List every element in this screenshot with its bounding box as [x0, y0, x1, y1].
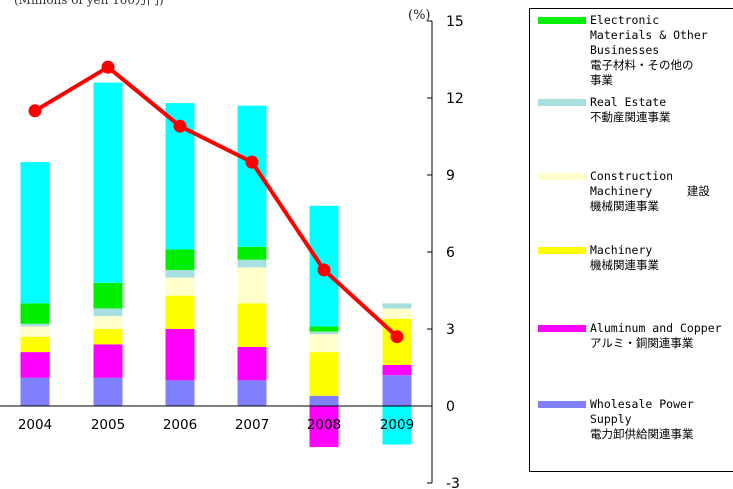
- bar-2005-s4: [93, 308, 123, 317]
- legend-swatch: [538, 401, 586, 408]
- bar-2007-s4: [237, 259, 267, 268]
- bar-2004-s3: [20, 326, 50, 337]
- legend-label: Electronic Materials & Other Businesses …: [590, 13, 708, 87]
- x-tick-label: 2004: [18, 417, 52, 433]
- line-point: [390, 330, 404, 344]
- bar-2005-s1: [93, 344, 123, 378]
- line-series-path: [33, 65, 399, 339]
- bar-2008-s5: [309, 326, 339, 332]
- y-tick-label: 12: [446, 91, 464, 107]
- line-point: [317, 263, 331, 277]
- legend-label: Wholesale Power Supply 電力卸供給関連事業: [590, 397, 694, 441]
- bar-2005-s0: [93, 377, 123, 406]
- x-tick-label: 2006: [163, 417, 197, 433]
- bar-2007-s1: [237, 346, 267, 381]
- bar-2005-s5: [93, 282, 123, 309]
- legend: Electronic Materials & Other Businesses …: [529, 8, 733, 472]
- bar-2005-s6: [93, 82, 123, 283]
- bar-2009-s3: [382, 308, 412, 319]
- bar-2006-s0: [165, 380, 195, 406]
- bar-2007-s0: [237, 380, 267, 406]
- x-tick-label: 2008: [307, 417, 341, 433]
- line-point: [173, 119, 187, 133]
- bar-2006-s5: [165, 249, 195, 270]
- bar-2007-s3: [237, 267, 267, 304]
- bar-2009-s4: [382, 303, 412, 309]
- bar-2004-s2: [20, 336, 50, 353]
- bar-2006-s3: [165, 277, 195, 296]
- bar-2008-s2: [309, 352, 339, 396]
- bar-2009-s0: [382, 375, 412, 406]
- bar-2005-s3: [93, 316, 123, 329]
- legend-swatch: [538, 247, 586, 254]
- x-tick-label: 2005: [91, 417, 125, 433]
- bar-2005-s2: [93, 328, 123, 345]
- legend-label: Real Estate 不動産関連事業: [590, 95, 671, 124]
- y-tick-label: 9: [446, 168, 455, 184]
- legend-label: Machinery 機械関連事業: [590, 243, 659, 272]
- y-tick-label: 0: [446, 399, 455, 415]
- line-point: [101, 60, 115, 74]
- legend-swatch: [538, 325, 586, 332]
- bar-2008-s0: [309, 395, 339, 406]
- bar-2006-s4: [165, 269, 195, 278]
- bar-2008-s3: [309, 334, 339, 353]
- line-point: [245, 155, 259, 169]
- bar-2004-s6: [20, 162, 50, 304]
- y-tick-label: 15: [446, 14, 464, 30]
- unit-label: (Millions of yen 100万円): [14, 0, 164, 7]
- bar-2007-s2: [237, 303, 267, 347]
- bar-2007-s5: [237, 246, 267, 260]
- bar-2006-s1: [165, 328, 195, 381]
- legend-swatch: [538, 173, 586, 180]
- bar-2004-s0: [20, 377, 50, 406]
- x-tick-label: 2009: [380, 417, 414, 433]
- line-point: [28, 104, 42, 118]
- bar-2008-s4: [309, 331, 339, 335]
- bar-2006-s2: [165, 295, 195, 329]
- bar-2004-s4: [20, 323, 50, 327]
- y-tick-label: -3: [446, 476, 460, 489]
- legend-swatch: [538, 99, 586, 106]
- legend-swatch: [538, 17, 586, 24]
- x-tick-label: 2007: [235, 417, 269, 433]
- y-tick-label: 6: [446, 245, 455, 261]
- bar-2009-s1: [382, 364, 412, 376]
- y-tick-label: 3: [446, 322, 455, 338]
- legend-label: Aluminum and Copper アルミ・銅関連事業: [590, 321, 722, 350]
- secondary-axis-unit: (%): [408, 8, 431, 23]
- bar-2008-s1: [309, 406, 339, 448]
- bar-2004-s1: [20, 352, 50, 378]
- bar-2009-s6: [382, 406, 412, 445]
- bar-2004-s5: [20, 303, 50, 324]
- legend-label: Construction Machinery 建設 機械関連事業: [590, 169, 710, 213]
